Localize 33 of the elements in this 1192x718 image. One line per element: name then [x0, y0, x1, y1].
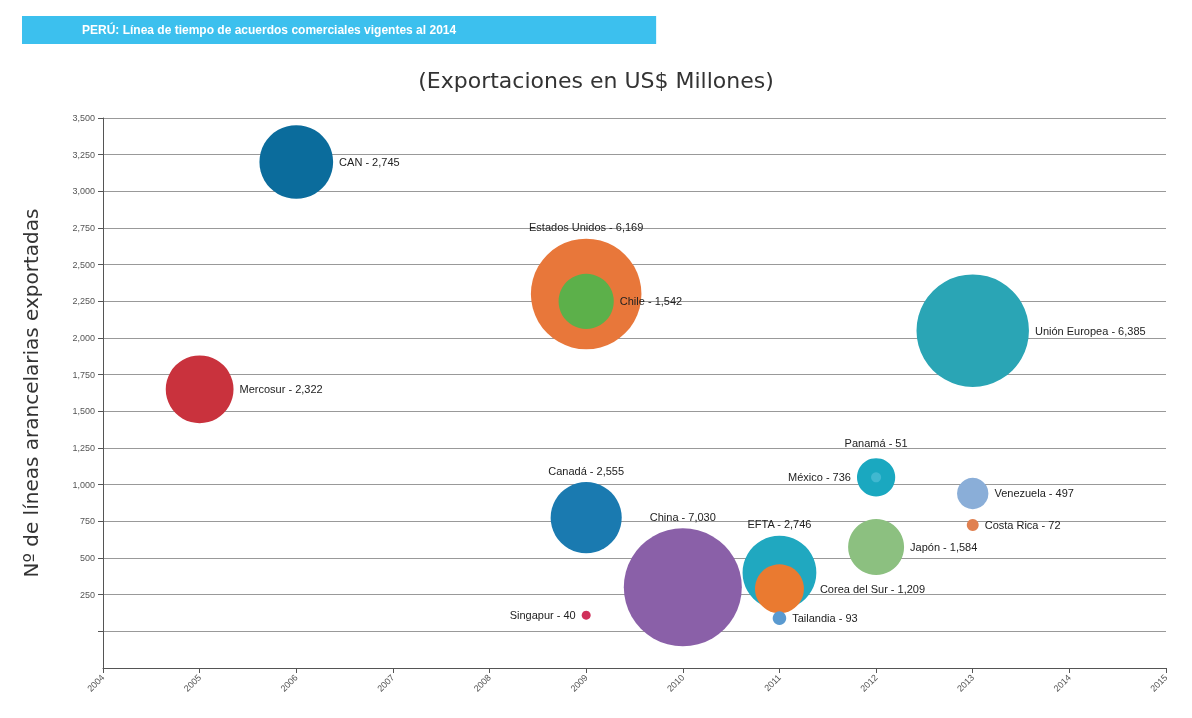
annotation: China - 7,030: [649, 510, 716, 523]
annotation: Corea del Sur - 1,209: [819, 582, 926, 595]
annotation: Costa Rica - 72: [984, 519, 1061, 531]
chart-title: PERÚ: Línea de tiempo de acuerdos comerciales vigentes al 2014: [82, 22, 457, 37]
annotation: Estados Unidos - 6,169: [529, 221, 644, 234]
annotation: Unión Europea - 6,385: [1034, 324, 1146, 337]
y-tick-label: 250: [79, 589, 95, 600]
annotation: CAN - 2,745: [339, 156, 400, 168]
annotation: Mercosur - 2,322: [239, 383, 323, 396]
annotation: Singapur - 40: [509, 609, 576, 622]
y-tick-label: 1,750: [72, 369, 95, 380]
y-tick-label: 1,250: [72, 443, 95, 453]
y-tick-label: 2,750: [72, 223, 95, 233]
annotation: Venezuela - 497: [994, 487, 1074, 500]
annotation: Canadá - 2,555: [548, 464, 625, 477]
y-tick-label: 2,000: [72, 333, 95, 343]
chart-subtitle: (Exportaciones en US$ Millones): [418, 67, 774, 93]
y-tick-label: 2,250: [72, 296, 95, 307]
annotation: Tailandia - 93: [792, 612, 858, 625]
annotation: Japón - 1,584: [910, 541, 978, 553]
y-tick-label: 3,000: [72, 186, 95, 197]
annotation: Panamá - 51: [844, 436, 908, 449]
y-axis-title: Nº de líneas arancelarias exportadas: [19, 208, 43, 578]
y-tick-label: 500: [79, 553, 95, 563]
annotation: México - 736: [787, 471, 851, 484]
annotation: EFTA - 2,746: [747, 518, 812, 531]
y-tick-label: 1,000: [72, 479, 95, 490]
y-tick-label: 3,500: [72, 113, 95, 123]
y-tick-label: 750: [79, 516, 95, 527]
y-tick-label: 1,500: [72, 406, 95, 417]
y-tick-label: 2,500: [72, 259, 95, 270]
annotation: Chile - 1,542: [619, 295, 683, 308]
y-tick-label: 3,250: [72, 149, 95, 160]
